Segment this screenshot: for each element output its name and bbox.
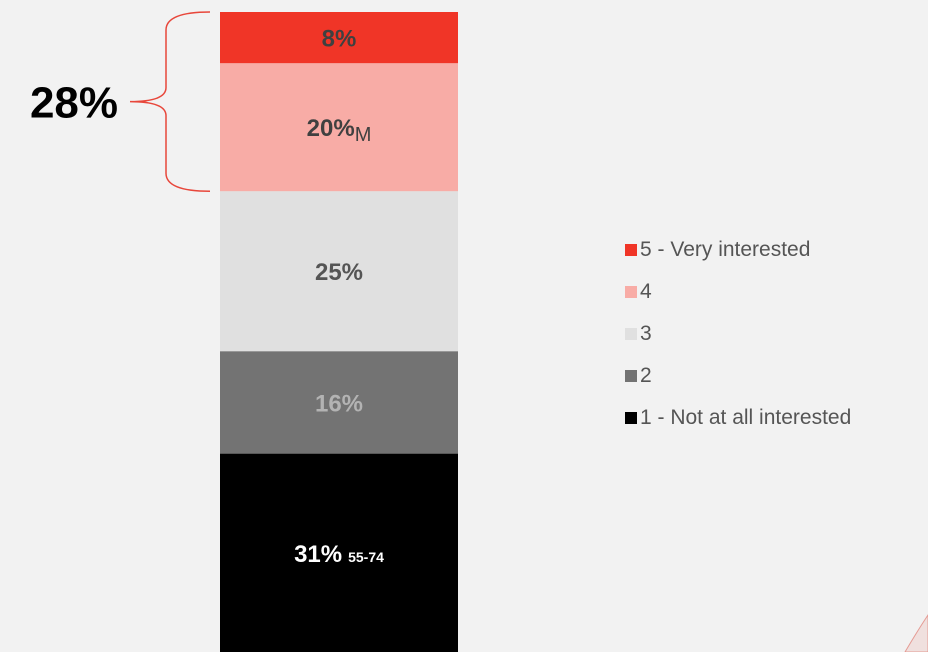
legend-label: 3 xyxy=(640,322,652,345)
legend-swatch xyxy=(625,286,637,298)
bracket-layer: 28% xyxy=(30,11,211,192)
bracket-curly-brace xyxy=(129,11,211,192)
chart-legend: 5 - Very interested 4 3 2 1 - Not at all int… xyxy=(625,236,851,446)
legend-label: 1 - Not at all interested xyxy=(640,406,852,429)
bar-segment-label-4: 20%M xyxy=(307,115,372,146)
bar-segment-label-1: 31% 55-74 xyxy=(294,541,384,568)
bar-segment-1 xyxy=(220,453,458,652)
legend-item-5: 1 - Not at all interested xyxy=(625,404,851,432)
legend-swatch xyxy=(625,370,637,382)
legend-swatch xyxy=(625,412,637,424)
decor-layer xyxy=(904,614,928,652)
legend-swatch xyxy=(625,328,637,340)
bars-layer xyxy=(220,12,458,652)
legend-item-3: 3 xyxy=(625,320,851,348)
labels-layer: 31% 55-74 16% 25% 20%M 8% xyxy=(294,26,384,568)
bar-segment-label-5: 8% xyxy=(322,26,357,53)
corner-decoration-arc xyxy=(904,614,928,652)
bar-segment-3 xyxy=(220,191,458,352)
legend-swatch xyxy=(625,244,637,256)
segment-value-text: 31% xyxy=(294,541,342,568)
segment-value-text: 16% xyxy=(315,390,363,417)
bar-segment-label-3: 25% xyxy=(315,259,363,286)
legend-label: 5 - Very interested xyxy=(640,238,811,261)
legend-label: 4 xyxy=(640,280,652,303)
bar-segment-5 xyxy=(220,12,458,64)
segment-sublabel: 55-74 xyxy=(348,549,384,565)
legend-item-1: 5 - Very interested xyxy=(625,236,851,264)
segment-value-text: 25% xyxy=(315,259,363,286)
bracket-total-label: 28% xyxy=(30,79,118,128)
segment-value-text: 8% xyxy=(322,26,357,53)
legend-label: 2 xyxy=(640,364,652,387)
segment-value-text: 20% xyxy=(307,115,355,142)
legend-item-4: 2 xyxy=(625,362,851,390)
bar-segment-label-2: 16% xyxy=(315,390,363,417)
bar-segment-2 xyxy=(220,351,458,454)
bar-segment-4 xyxy=(220,63,458,192)
legend-item-2: 4 xyxy=(625,278,851,306)
segment-sublabel: M xyxy=(355,124,372,146)
